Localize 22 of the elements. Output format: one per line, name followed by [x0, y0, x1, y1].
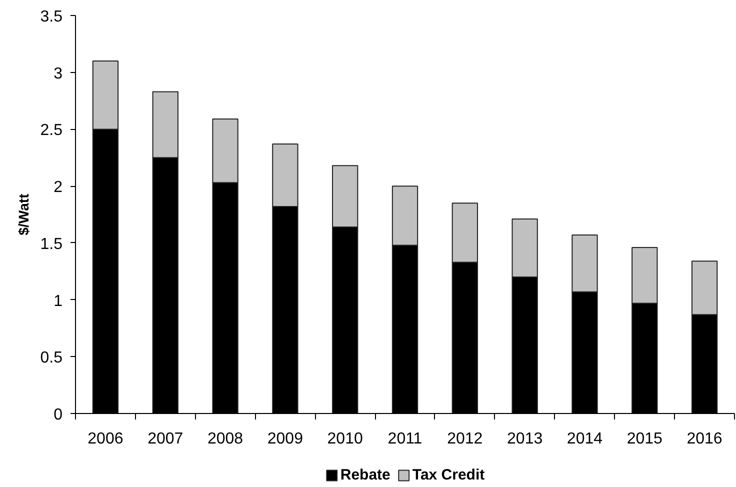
y-tick-label: 0 — [54, 406, 63, 424]
y-tick-label: 3 — [54, 65, 63, 82]
y-tick-label: 2 — [54, 179, 63, 196]
x-tick-label: 2007 — [148, 430, 184, 448]
legend-label: Rebate — [340, 466, 390, 484]
x-tick-label: 2013 — [507, 430, 543, 448]
x-tick-label: 2012 — [447, 430, 483, 448]
y-tick-label: 0.5 — [40, 350, 63, 367]
x-tick-label: 2011 — [388, 430, 422, 448]
x-tick-label: 2006 — [88, 430, 124, 448]
x-tick-label: 2015 — [626, 430, 663, 448]
y-tick-label: 1.5 — [40, 236, 63, 253]
y-axis-title: $/Watt — [15, 193, 32, 236]
x-tick-label: 2010 — [327, 430, 363, 448]
x-tick-label: 2016 — [686, 430, 722, 448]
y-tick-label: 2.5 — [40, 122, 63, 140]
y-tick-label: 3.5 — [40, 8, 63, 26]
y-tick-label: 1 — [54, 292, 63, 310]
x-tick-label: 2014 — [566, 430, 603, 448]
x-tick-label: 2009 — [267, 430, 304, 448]
x-tick-label: 2008 — [207, 430, 244, 448]
legend-label: Tax Credit — [412, 466, 485, 484]
